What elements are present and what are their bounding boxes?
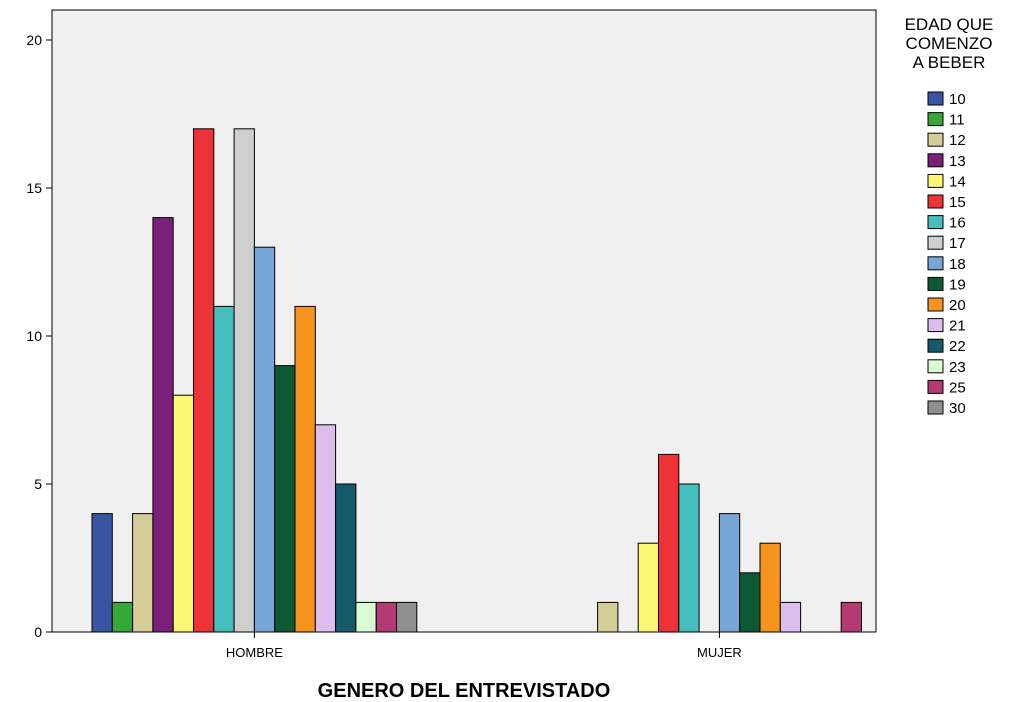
y-axis: 0 5 10 15 20 <box>26 32 52 640</box>
legend-label-13: 13 <box>949 153 966 170</box>
legend-swatch-19 <box>927 276 944 291</box>
bar-hombre-18 <box>253 246 276 633</box>
legend-swatch-20 <box>927 297 944 312</box>
legend-label-17: 17 <box>949 235 966 252</box>
bar-mujer-20 <box>759 542 781 633</box>
legend-swatch-12 <box>927 132 944 147</box>
bar-mujer-25 <box>840 601 863 633</box>
bar-hombre-17 <box>233 128 255 633</box>
bar-hombre-11 <box>111 601 134 633</box>
bar-mujer-14 <box>637 542 660 633</box>
legend-swatch-23 <box>927 359 944 374</box>
legend-label-30: 30 <box>949 400 966 417</box>
bar-mujer-16 <box>678 483 700 633</box>
bar-hombre-30 <box>396 601 418 633</box>
bar-mujer-21 <box>779 601 802 633</box>
legend-label-16: 16 <box>949 215 966 232</box>
legend-swatch-11 <box>927 112 944 127</box>
bar-hombre-16 <box>213 305 235 633</box>
legend-swatch-14 <box>927 173 944 188</box>
y-tick-label: 5 <box>34 476 42 492</box>
legend-label-15: 15 <box>949 194 966 211</box>
bar-hombre-13 <box>152 217 174 633</box>
bar-hombre-20 <box>294 305 316 633</box>
legend-title-line: COMENZO <box>906 34 993 53</box>
legend-label-23: 23 <box>949 359 966 376</box>
legend-label-25: 25 <box>949 379 966 396</box>
bar-hombre-23 <box>355 601 377 633</box>
legend-swatch-10 <box>927 91 944 106</box>
bar-mujer-15 <box>658 453 680 633</box>
bar-mujer-12 <box>597 601 619 633</box>
x-tick-label: MUJER <box>697 645 742 660</box>
legend-label-18: 18 <box>949 256 966 273</box>
legend-label-21: 21 <box>949 318 966 335</box>
x-axis-title: GENERO DEL ENTREVISTADO <box>318 680 611 702</box>
bar-hombre-12 <box>132 513 154 633</box>
bar-mujer-19 <box>739 572 761 633</box>
legend-swatch-17 <box>927 235 944 250</box>
legend-swatch-15 <box>927 194 944 209</box>
x-tick-label: HOMBRE <box>226 645 283 660</box>
legend-swatch-16 <box>927 215 944 230</box>
legend-swatch-30 <box>927 400 944 415</box>
legend-swatch-21 <box>927 318 944 333</box>
legend-swatch-25 <box>927 379 944 394</box>
legend-swatch-18 <box>927 256 944 271</box>
x-axis: HOMBRE MUJER <box>226 632 742 660</box>
bar-hombre-14 <box>172 394 194 633</box>
legend-label-10: 10 <box>949 91 966 108</box>
bar-hombre-15 <box>193 128 215 633</box>
legend-label-19: 19 <box>949 276 966 293</box>
y-tick-label: 10 <box>26 328 42 344</box>
bar-hombre-22 <box>335 483 357 633</box>
legend-label-12: 12 <box>949 132 966 149</box>
bar-hombre-21 <box>314 424 337 633</box>
bar-mujer-18 <box>718 513 741 633</box>
y-tick-label: 20 <box>26 32 42 48</box>
y-tick-label: 15 <box>26 180 42 196</box>
bar-hombre-10 <box>91 513 113 633</box>
legend-label-22: 22 <box>949 338 966 355</box>
legend-swatch-22 <box>927 338 944 353</box>
y-tick-label: 0 <box>34 624 42 640</box>
legend-title-line: A BEBER <box>913 53 986 72</box>
legend-label-20: 20 <box>949 297 966 314</box>
legend-label-11: 11 <box>949 112 965 129</box>
legend-swatch-13 <box>927 153 944 168</box>
bars-group <box>91 128 863 633</box>
legend-title-line: EDAD QUE <box>905 15 994 34</box>
bar-hombre-19 <box>274 365 296 633</box>
legend-label-14: 14 <box>949 173 966 190</box>
bar-hombre-25 <box>375 601 398 633</box>
